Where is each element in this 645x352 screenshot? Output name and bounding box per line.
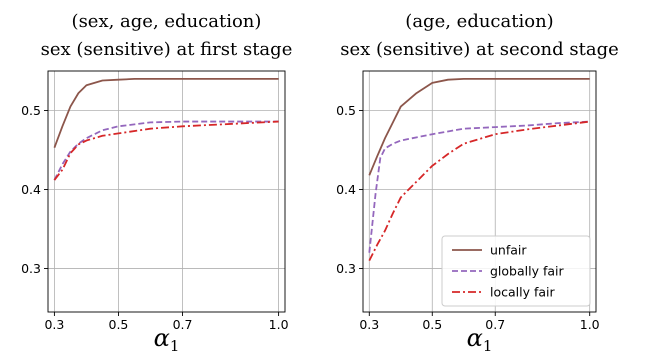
y-tick-label: 0.3	[21, 261, 41, 276]
chart-panel-first-stage: (sex, age, education) sex (sensitive) at …	[21, 11, 292, 352]
legend-label: globally fair	[490, 264, 564, 279]
x-tick-label: 0.7	[173, 317, 193, 332]
series-line-unfair	[368, 78, 590, 176]
plot-frame	[362, 70, 597, 313]
y-tick-label: 0.4	[336, 182, 356, 197]
plot-frame	[47, 70, 286, 313]
x-tick-label: 0.3	[359, 317, 379, 332]
x-tick-label: 0.5	[109, 317, 129, 332]
x-axis-label: α1	[154, 324, 180, 352]
series-line-locally-fair	[53, 120, 279, 181]
x-tick-label: 1.0	[580, 317, 600, 332]
series-line-locally-fair	[368, 120, 590, 262]
x-axis-label-symbol: α	[154, 324, 170, 352]
chart-title-line: sex (sensitive) at first stage	[41, 39, 293, 60]
x-tick-label: 0.7	[485, 317, 505, 332]
x-tick-label: 0.3	[44, 317, 64, 332]
legend	[441, 235, 591, 307]
x-axis-label: α1	[467, 324, 493, 352]
series-line-globally-fair	[53, 120, 279, 181]
x-axis-label-symbol: α	[467, 324, 483, 352]
series-line-unfair	[53, 78, 279, 148]
chart-title-line: (sex, age, education)	[72, 11, 262, 32]
y-tick-label: 0.3	[336, 261, 356, 276]
y-tick-label: 0.4	[21, 182, 41, 197]
chart-panel-second-stage: (age, education) sex (sensitive) at secon…	[336, 11, 619, 352]
legend-label: locally fair	[490, 285, 556, 300]
x-axis-label-subscript: 1	[170, 337, 180, 352]
series-line-globally-fair	[368, 120, 590, 253]
legend-label: unfair	[490, 243, 527, 258]
y-tick-label: 0.5	[21, 103, 41, 118]
chart-title-line: sex (sensitive) at second stage	[340, 39, 619, 60]
chart-title-line: (age, education)	[405, 11, 553, 32]
x-tick-label: 0.5	[422, 317, 442, 332]
x-tick-label: 1.0	[269, 317, 289, 332]
y-tick-label: 0.5	[336, 103, 356, 118]
x-axis-label-subscript: 1	[483, 337, 493, 352]
